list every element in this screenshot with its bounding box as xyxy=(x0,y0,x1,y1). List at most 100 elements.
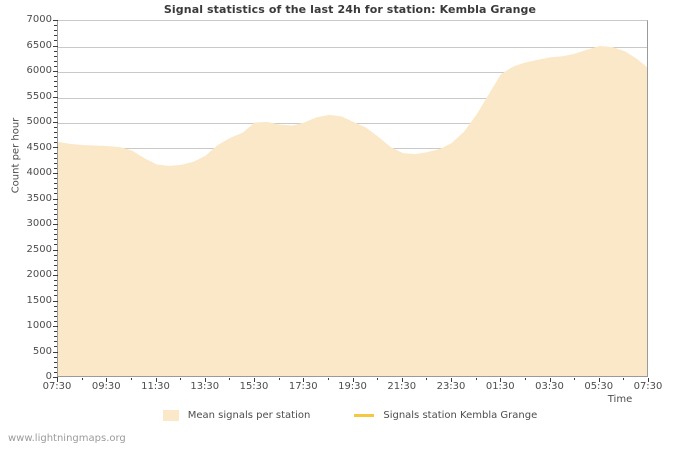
x-axis-minor-tick xyxy=(279,378,280,380)
y-axis-minor-tick xyxy=(54,183,57,184)
y-axis-tick xyxy=(53,71,58,72)
legend-swatch-area xyxy=(162,410,179,421)
y-axis-minor-tick xyxy=(54,76,57,77)
x-axis-minor-tick xyxy=(229,378,230,380)
y-axis-tick-label: 5500 xyxy=(26,90,52,102)
y-axis-minor-tick xyxy=(54,280,57,281)
y-axis-minor-tick xyxy=(54,367,57,368)
legend-item-mean[interactable]: Mean signals per station xyxy=(162,410,310,421)
legend-item-station[interactable]: Signals station Kembla Grange xyxy=(354,410,537,421)
y-axis-tick-label: 3000 xyxy=(26,218,52,229)
y-axis-minor-tick xyxy=(54,239,57,240)
y-axis-minor-tick xyxy=(54,357,57,358)
y-axis-minor-tick xyxy=(54,234,57,235)
y-axis-minor-tick xyxy=(54,321,57,322)
x-axis-minor-tick xyxy=(574,378,575,380)
x-axis-minor-tick xyxy=(426,378,427,380)
y-axis-minor-tick xyxy=(54,204,57,205)
y-axis-minor-tick xyxy=(54,56,57,57)
y-axis-minor-tick xyxy=(54,142,57,143)
y-axis-minor-tick xyxy=(54,260,57,261)
y-axis-tick xyxy=(53,224,58,225)
y-axis-minor-tick xyxy=(54,66,57,67)
y-axis-minor-tick xyxy=(54,255,57,256)
y-axis-minor-tick xyxy=(54,372,57,373)
y-axis-minor-tick xyxy=(54,265,57,266)
x-axis-tick xyxy=(205,378,206,382)
plot-inner xyxy=(58,21,647,376)
y-axis-tick-label: 6500 xyxy=(26,39,52,51)
y-axis-tick-label: 1000 xyxy=(26,320,52,331)
x-axis-tick-label: 07:30 xyxy=(42,381,72,392)
y-axis-minor-tick xyxy=(54,86,57,87)
y-axis-minor-tick xyxy=(54,112,57,113)
x-axis-labels: 07:30 09:30 11:30 13:30 15:30 17:30 19:30 21:30… xyxy=(0,381,700,397)
x-axis-minor-tick xyxy=(525,378,526,380)
y-axis-minor-tick xyxy=(54,102,57,103)
y-axis-tick xyxy=(53,352,58,353)
y-axis-minor-tick xyxy=(54,127,57,128)
x-axis-minor-tick xyxy=(377,378,378,380)
x-axis-tick xyxy=(550,378,551,382)
y-axis-minor-tick xyxy=(54,306,57,307)
y-axis-minor-tick xyxy=(54,229,57,230)
y-axis-tick-label: 2500 xyxy=(26,243,52,255)
y-axis-tick-label: 3500 xyxy=(26,192,52,204)
x-axis-tick xyxy=(303,378,304,382)
x-axis-tick xyxy=(106,378,107,382)
x-axis-tick-label: 21:30 xyxy=(387,381,417,392)
y-axis-minor-tick xyxy=(54,81,57,82)
y-axis-minor-tick xyxy=(54,61,57,62)
y-axis-tick-label: 0 xyxy=(45,371,52,382)
y-axis-tick-label: 4500 xyxy=(26,141,52,153)
y-axis-minor-tick xyxy=(54,336,57,337)
x-axis-tick xyxy=(254,378,255,382)
x-axis-minor-tick xyxy=(180,378,181,380)
y-axis-tick xyxy=(53,275,58,276)
y-axis-minor-tick xyxy=(54,25,57,26)
y-axis-tick xyxy=(53,20,58,21)
y-axis-tick-label: 7000 xyxy=(26,14,52,25)
y-axis-minor-tick xyxy=(54,168,57,169)
y-axis-minor-tick xyxy=(54,244,57,245)
x-axis-tick-label: 13:30 xyxy=(190,381,220,392)
y-axis-minor-tick xyxy=(54,107,57,108)
y-axis-tick xyxy=(53,97,58,98)
x-axis-tick-label: 23:30 xyxy=(436,381,466,392)
x-axis-title: Time xyxy=(607,394,633,405)
x-axis-tick-label: 05:30 xyxy=(584,381,614,392)
x-axis-tick-label: 19:30 xyxy=(338,381,367,392)
y-axis-tick xyxy=(53,377,58,378)
area-edge-line xyxy=(58,45,647,167)
x-axis-tick xyxy=(648,378,649,382)
chart-legend: Mean signals per station Signals station… xyxy=(0,410,700,421)
area-series-mean-signals xyxy=(58,45,647,376)
plot-area xyxy=(57,20,648,377)
y-axis-minor-tick xyxy=(54,132,57,133)
y-axis-minor-tick xyxy=(54,346,57,347)
y-axis-tick xyxy=(53,122,58,123)
y-axis-tick-label: 6000 xyxy=(26,65,52,76)
area-fill xyxy=(58,46,647,376)
y-axis-tick xyxy=(53,250,58,251)
x-axis-tick-label: 11:30 xyxy=(141,381,170,392)
y-axis-minor-tick xyxy=(54,178,57,179)
x-axis-tick-label: 01:30 xyxy=(485,381,515,392)
x-axis-tick-label: 03:30 xyxy=(535,381,564,392)
y-axis-minor-tick xyxy=(54,341,57,342)
y-axis-minor-tick xyxy=(54,316,57,317)
y-axis-minor-tick xyxy=(54,137,57,138)
y-axis-minor-tick xyxy=(54,290,57,291)
y-axis-minor-tick xyxy=(54,285,57,286)
y-axis-tick-label: 1500 xyxy=(26,294,52,306)
y-axis-minor-tick xyxy=(54,30,57,31)
y-axis-tick xyxy=(53,147,58,148)
x-axis-tick xyxy=(57,378,58,382)
x-axis-minor-tick xyxy=(623,378,624,380)
y-axis-tick xyxy=(53,301,58,302)
x-axis-tick xyxy=(353,378,354,382)
footer-source: www.lightningmaps.org xyxy=(8,433,126,444)
x-axis-tick-label: 09:30 xyxy=(91,381,121,392)
legend-label-station: Signals station Kembla Grange xyxy=(383,410,538,421)
